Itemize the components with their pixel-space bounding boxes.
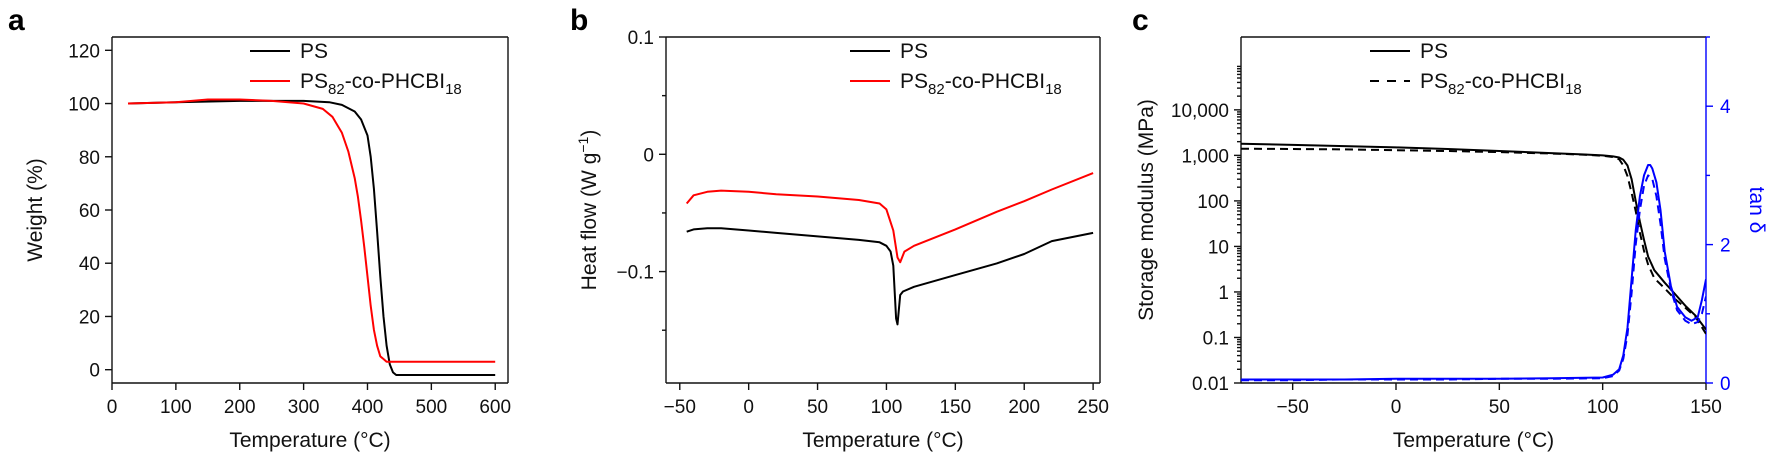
series-line-3 bbox=[1241, 174, 1706, 382]
x-tick-label: 0 bbox=[107, 397, 118, 418]
y-tick-label: 20 bbox=[79, 307, 100, 328]
plot-area bbox=[685, 172, 1094, 326]
y-axis-label: Weight (%) bbox=[24, 158, 47, 261]
x-tick-label: 0 bbox=[743, 397, 754, 418]
series-line-0 bbox=[1241, 142, 1706, 331]
y-tick-label: 40 bbox=[79, 254, 100, 275]
x-tick-label: −50 bbox=[1277, 397, 1309, 418]
x-tick-label: 200 bbox=[224, 397, 256, 418]
x-tick-label: 50 bbox=[807, 397, 828, 418]
series-line-1 bbox=[127, 98, 496, 363]
x-tick-label: 50 bbox=[1489, 397, 1510, 418]
right-tick-label: 4 bbox=[1720, 97, 1731, 118]
legend-entry: PS82-co-PHCBI18 bbox=[1420, 70, 1582, 98]
y-tick-label: 0 bbox=[643, 145, 654, 166]
x-tick-label: 600 bbox=[479, 397, 511, 418]
right-axis-label: tan δ bbox=[1745, 187, 1768, 234]
legend-entry: PS bbox=[300, 40, 328, 63]
y-tick-label: 0.01 bbox=[1192, 374, 1229, 395]
panel-letter-c: c bbox=[1132, 4, 1149, 37]
series-line-1 bbox=[1241, 147, 1706, 335]
x-tick-label: 150 bbox=[939, 397, 971, 418]
x-tick-label: −50 bbox=[664, 397, 696, 418]
x-tick-label: 150 bbox=[1690, 397, 1722, 418]
legend-entry: PS bbox=[1420, 40, 1448, 63]
y-tick-label: 80 bbox=[79, 148, 100, 169]
panel-letter-b: b bbox=[570, 4, 588, 37]
plot-area bbox=[127, 98, 496, 376]
right-tick-label: 0 bbox=[1720, 374, 1731, 395]
x-axis-label: Temperature (°C) bbox=[1393, 429, 1554, 452]
x-tick-label: 0 bbox=[1391, 397, 1402, 418]
y-tick-label: 0.1 bbox=[628, 28, 654, 49]
y-tick-label: 1 bbox=[1218, 283, 1229, 304]
y-tick-label: 10,000 bbox=[1171, 101, 1229, 122]
panel-b: −50 0 50 100 150 200 250 −0.1 0 0.1 Temperature (°… bbox=[575, 28, 1109, 452]
y-axis-label: Heat flow (W g−1) bbox=[575, 130, 601, 291]
x-tick-label: 400 bbox=[352, 397, 384, 418]
y-tick-label: −0.1 bbox=[616, 263, 654, 284]
series-line-0 bbox=[686, 227, 1094, 326]
y-tick-label: 0 bbox=[89, 361, 100, 382]
legend-entry: PS bbox=[900, 40, 928, 63]
x-tick-label: 500 bbox=[416, 397, 448, 418]
legend-entry: PS82-co-PHCBI18 bbox=[900, 70, 1062, 98]
y-axis-label: Storage modulus (MPa) bbox=[1135, 99, 1158, 321]
y-tick-label: 60 bbox=[79, 201, 100, 222]
x-tick-label: 300 bbox=[288, 397, 320, 418]
x-tick-label: 100 bbox=[160, 397, 192, 418]
y-tick-label: 100 bbox=[68, 95, 100, 116]
plot-area bbox=[1241, 142, 1706, 382]
x-axis-label: Temperature (°C) bbox=[229, 429, 390, 452]
y-tick-label: 100 bbox=[1197, 192, 1229, 213]
x-tick-label: 250 bbox=[1077, 397, 1109, 418]
x-tick-label: 200 bbox=[1008, 397, 1040, 418]
y-tick-label: 1,000 bbox=[1181, 146, 1229, 167]
panel-a: 0 100 200 300 400 500 600 0 20 40 60 80 100 120 Temper… bbox=[24, 36, 511, 452]
y-tick-label: 0.1 bbox=[1203, 328, 1229, 349]
series-line-1 bbox=[685, 172, 1094, 264]
x-tick-label: 100 bbox=[871, 397, 903, 418]
series-line-2 bbox=[1241, 164, 1706, 381]
panel-c: −50 0 50 100 150 0.01 0.1 1 10 100 1,000 10,000 0 2 4 T… bbox=[1135, 36, 1768, 452]
legend-entry: PS82-co-PHCBI18 bbox=[300, 70, 462, 98]
right-tick-label: 2 bbox=[1720, 236, 1731, 257]
x-axis-label: Temperature (°C) bbox=[802, 429, 963, 452]
x-tick-label: 100 bbox=[1587, 397, 1619, 418]
y-tick-label: 120 bbox=[68, 41, 100, 62]
series-line-0 bbox=[127, 99, 496, 376]
panel-letter-a: a bbox=[8, 4, 25, 37]
y-tick-label: 10 bbox=[1208, 237, 1229, 258]
